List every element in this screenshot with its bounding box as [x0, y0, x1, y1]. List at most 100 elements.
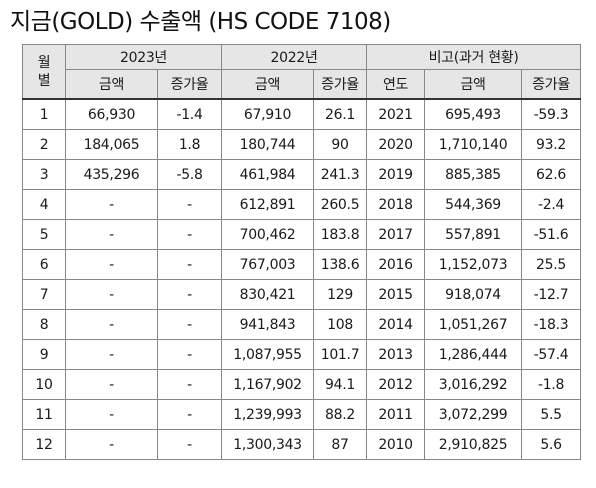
- cell-2022-amount: 767,003: [221, 249, 315, 280]
- cell-compare-amount: 1,286,444: [424, 339, 523, 370]
- cell-2023-amount: -: [65, 339, 158, 370]
- cell-compare-year: 2018: [366, 189, 426, 220]
- cell-compare-rate: -57.4: [521, 339, 582, 370]
- table-row: 10- -1,167,902 94.1 2012 3,016,292 -1.8: [22, 369, 582, 400]
- cell-2023-rate: -: [156, 249, 223, 280]
- table-header: 월 별 2023년 2022년 비고(과거 현황) 금액 증가율 금액 증가율 …: [22, 44, 582, 100]
- cell-2022-rate: 90: [313, 129, 368, 160]
- cell-2023-rate: -: [156, 339, 223, 370]
- cell-compare-amount: 544,369: [424, 189, 523, 220]
- cell-2022-rate: 108: [313, 309, 368, 340]
- cell-compare-year: 2020: [366, 129, 426, 160]
- cell-2022-amount: 1,167,902: [221, 369, 315, 400]
- cell-2023-rate: -: [156, 399, 223, 430]
- table-title: 지금(GOLD) 수출액 (HS CODE 7108): [10, 9, 391, 35]
- cell-2023-amount: -: [65, 219, 158, 250]
- header-compare-year: 연도: [366, 69, 426, 100]
- cell-compare-rate: -51.6: [521, 219, 582, 250]
- table-row: 1 66,930 -1.4 67,910 26.1 2021 695,493 -59.3: [22, 98, 582, 130]
- cell-2023-amount: -: [65, 309, 158, 340]
- cell-compare-amount: 557,891: [424, 219, 523, 250]
- cell-2022-rate: 183.8: [313, 219, 368, 250]
- cell-compare-amount: 1,051,267: [424, 309, 523, 340]
- cell-2022-rate: 87: [313, 429, 368, 460]
- cell-2022-rate: 26.1: [313, 98, 368, 130]
- cell-compare-year: 2014: [366, 309, 426, 340]
- cell-compare-year: 2011: [366, 399, 426, 430]
- cell-month: 6: [22, 249, 66, 280]
- gold-export-table: 월 별 2023년 2022년 비고(과거 현황) 금액 증가율 금액 증가율 …: [22, 44, 582, 460]
- cell-month: 3: [22, 159, 66, 190]
- cell-compare-amount: 1,710,140: [424, 129, 523, 160]
- cell-2022-amount: 941,843: [221, 309, 315, 340]
- header-group-2023: 2023년: [64, 44, 223, 70]
- cell-2023-rate: -: [156, 309, 223, 340]
- cell-2022-amount: 67,910: [221, 98, 315, 130]
- header-2022-rate: 증가율: [313, 69, 368, 100]
- cell-2022-amount: 830,421: [221, 279, 315, 310]
- cell-compare-rate: 5.6: [521, 429, 582, 460]
- cell-2022-amount: 1,300,343: [221, 429, 315, 460]
- table-row: 9- -1,087,955 101.7 2013 1,286,444 -57.4: [22, 339, 582, 370]
- cell-2023-amount: -: [65, 369, 158, 400]
- cell-compare-amount: 918,074: [424, 279, 523, 310]
- table-row: 11- -1,239,993 88.2 2011 3,072,299 5.5: [22, 399, 582, 430]
- cell-compare-rate: 5.5: [521, 399, 582, 430]
- cell-2023-amount: -: [65, 429, 158, 460]
- cell-compare-amount: 3,072,299: [424, 399, 523, 430]
- cell-compare-rate: -59.3: [521, 98, 582, 130]
- cell-month: 10: [22, 369, 66, 400]
- cell-2023-amount: -: [65, 279, 158, 310]
- cell-2022-rate: 129: [313, 279, 368, 310]
- cell-2022-rate: 101.7: [313, 339, 368, 370]
- cell-compare-rate: -1.8: [521, 369, 582, 400]
- cell-compare-year: 2010: [366, 429, 426, 460]
- cell-compare-year: 2017: [366, 219, 426, 250]
- cell-2023-amount: -: [65, 249, 158, 280]
- cell-2023-rate: -: [156, 429, 223, 460]
- cell-compare-amount: 1,152,073: [424, 249, 523, 280]
- cell-2022-amount: 461,984: [221, 159, 315, 190]
- header-compare-rate: 증가율: [521, 69, 582, 100]
- table-row: 5- -700,462 183.8 2017 557,891 -51.6: [22, 219, 582, 250]
- table-row: 7- -830,421 129 2015 918,074 -12.7: [22, 279, 582, 310]
- cell-2023-rate: 1.8: [156, 129, 223, 160]
- table-row: 3 435,296 -5.8 461,984 241.3 2019 885,385 62.6: [22, 159, 582, 190]
- header-2022-amount: 금액: [221, 69, 315, 100]
- cell-2023-rate: -: [156, 369, 223, 400]
- cell-2022-amount: 180,744: [221, 129, 315, 160]
- cell-2023-amount: 435,296: [65, 159, 158, 190]
- cell-2022-amount: 700,462: [221, 219, 315, 250]
- cell-2022-rate: 260.5: [313, 189, 368, 220]
- cell-2022-amount: 612,891: [221, 189, 315, 220]
- cell-compare-rate: -2.4: [521, 189, 582, 220]
- table-body: 1 66,930 -1.4 67,910 26.1 2021 695,493 -59.3 2 18…: [22, 98, 582, 460]
- cell-compare-year: 2013: [366, 339, 426, 370]
- cell-month: 5: [22, 219, 66, 250]
- cell-compare-rate: 93.2: [521, 129, 582, 160]
- cell-2023-amount: -: [65, 399, 158, 430]
- cell-month: 9: [22, 339, 66, 370]
- header-2023-amount: 금액: [65, 69, 158, 100]
- table-row: 6- -767,003 138.6 2016 1,152,073 25.5: [22, 249, 582, 280]
- cell-compare-year: 2016: [366, 249, 426, 280]
- cell-compare-amount: 695,493: [424, 98, 523, 130]
- cell-2022-amount: 1,087,955: [221, 339, 315, 370]
- cell-month: 8: [22, 309, 66, 340]
- cell-compare-rate: 25.5: [521, 249, 582, 280]
- cell-month: 12: [22, 429, 66, 460]
- cell-2023-rate: -5.8: [156, 159, 223, 190]
- cell-month: 7: [22, 279, 66, 310]
- table-row: 8- -941,843 108 2014 1,051,267 -18.3: [22, 309, 582, 340]
- cell-2023-rate: -: [156, 189, 223, 220]
- cell-compare-year: 2015: [366, 279, 426, 310]
- cell-compare-year: 2012: [366, 369, 426, 400]
- header-month-label: 월 별: [37, 54, 51, 89]
- cell-compare-amount: 2,910,825: [424, 429, 523, 460]
- cell-compare-rate: 62.6: [521, 159, 582, 190]
- cell-month: 2: [22, 129, 66, 160]
- header-group-2022: 2022년: [221, 44, 368, 70]
- cell-compare-amount: 885,385: [424, 159, 523, 190]
- header-2023-rate: 증가율: [156, 69, 223, 100]
- cell-month: 11: [22, 399, 66, 430]
